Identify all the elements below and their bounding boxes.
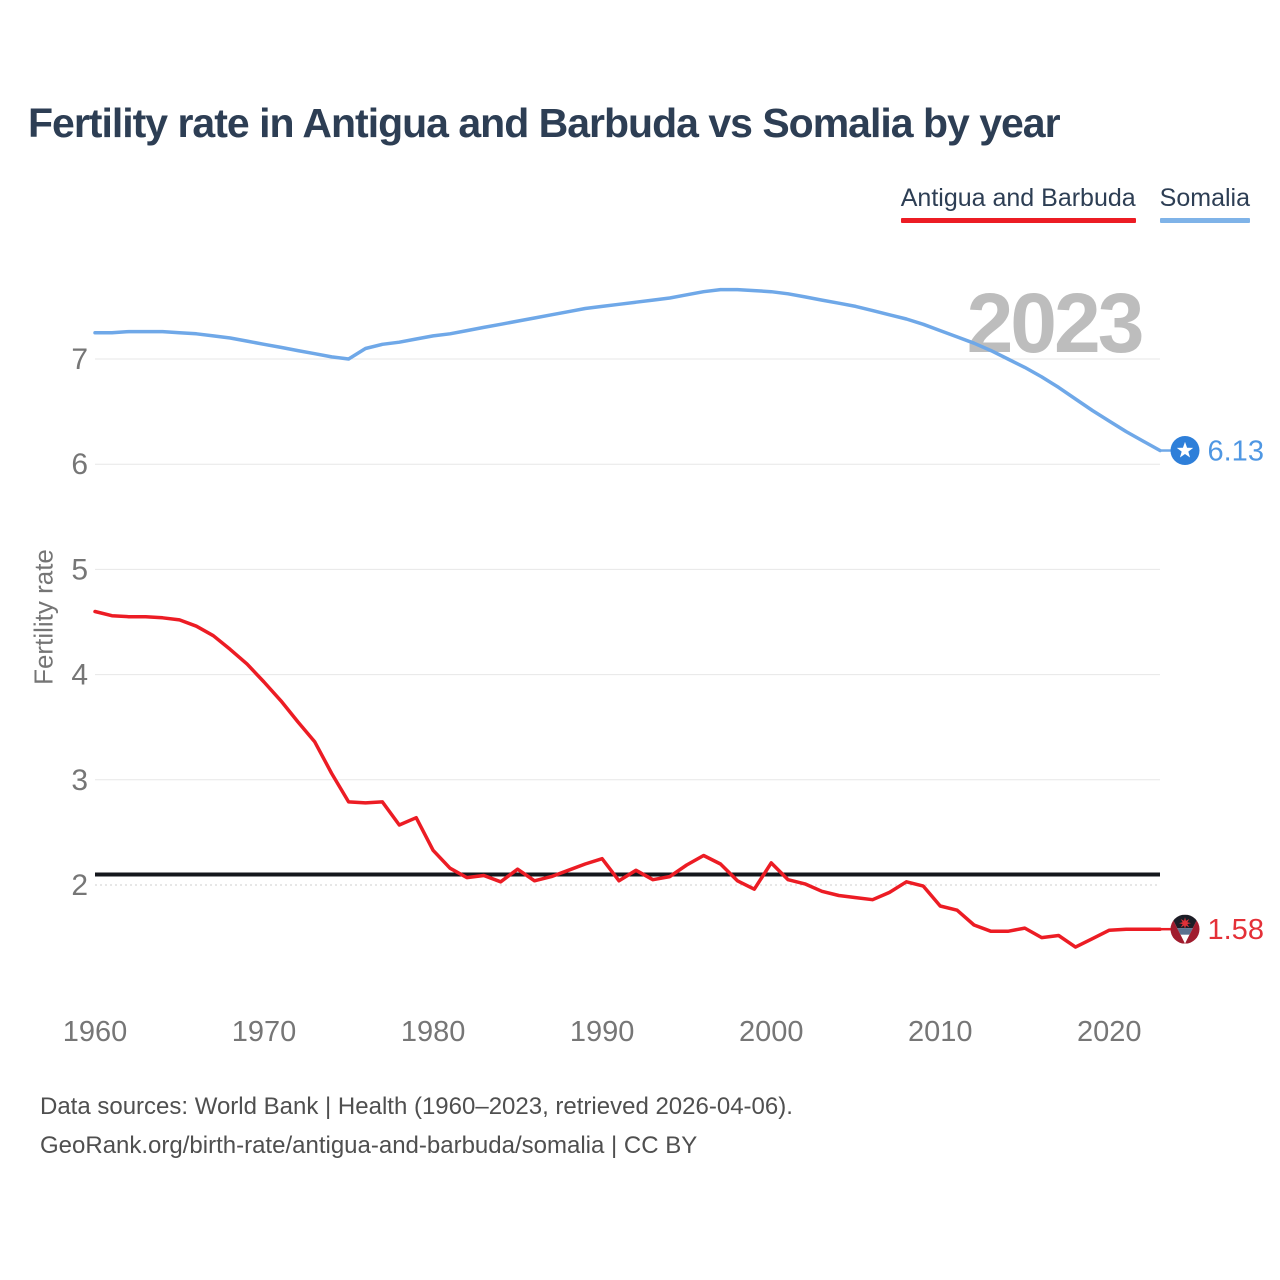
x-tick-label: 2010 (908, 1016, 973, 1048)
legend-item-antigua-and-barbuda[interactable]: Antigua and Barbuda (900, 184, 1136, 223)
page-title: Fertility rate in Antigua and Barbuda vs… (28, 100, 1061, 146)
x-tick-label: 2020 (1077, 1016, 1142, 1048)
y-tick-label: 5 (71, 553, 88, 586)
somalia-star-icon (1176, 441, 1194, 458)
antigua-and-barbuda-line (93, 609, 1162, 949)
flag-bands (1170, 914, 1200, 935)
legend-item-label: Antigua and Barbuda (900, 184, 1136, 212)
footer: Data sources: World Bank | Health (1960–… (40, 1088, 793, 1166)
legend-item-somalia[interactable]: Somalia (1159, 184, 1250, 223)
x-tick-label: 1980 (401, 1016, 466, 1048)
footer-link-line[interactable]: GeoRank.org/birth-rate/antigua-and-barbu… (40, 1131, 698, 1159)
antigua-and-barbuda-flag-icon (1170, 914, 1200, 944)
y-tick-label: 7 (71, 343, 88, 376)
y-tick-label: 3 (71, 764, 88, 797)
footer-source-line: Data sources: World Bank | Health (1960–… (40, 1093, 793, 1120)
flag-sun-icon (1179, 917, 1191, 930)
somalia-end-value: 6.13 (1208, 436, 1264, 468)
y-tick-label: 6 (71, 448, 88, 481)
x-tick-label: 2000 (739, 1016, 804, 1048)
legend-underline (1159, 218, 1250, 223)
legend-item-label: Somalia (1159, 184, 1250, 212)
legend-underline (900, 218, 1136, 223)
y-tick-label: 2 (71, 869, 88, 902)
somalia-line (93, 287, 1162, 453)
watermark-year: 2023 (967, 276, 1142, 370)
flag-blue-band (1170, 928, 1200, 935)
antigua-and-barbuda-end-value: 1.58 (1208, 914, 1264, 946)
somalia-flag-icon (1170, 436, 1200, 466)
x-tick-label: 1990 (570, 1016, 635, 1048)
legend: Antigua and Barbuda Somalia (900, 184, 1250, 223)
x-tick-label: 1970 (232, 1016, 297, 1048)
y-tick-label: 4 (71, 659, 88, 692)
x-tick-label: 1960 (63, 1016, 128, 1048)
